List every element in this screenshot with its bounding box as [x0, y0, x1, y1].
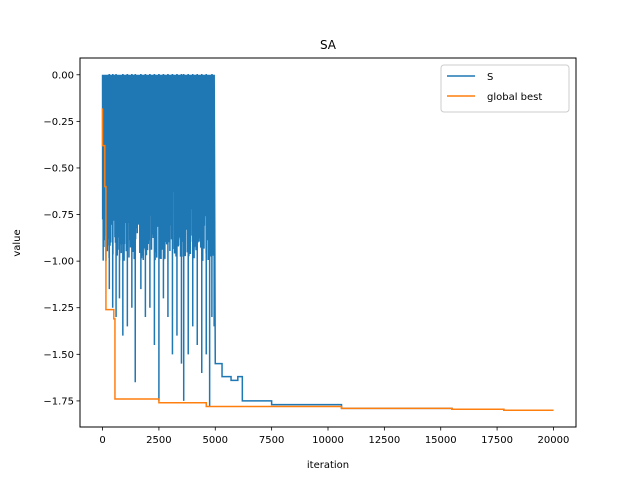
legend-box	[440, 64, 570, 113]
x-tick-label: 7500	[259, 435, 284, 446]
y-axis-label: value	[12, 229, 23, 256]
y-tick-label: 0.00	[52, 70, 74, 81]
legend-label: S	[487, 72, 493, 83]
x-tick-label: 5000	[203, 435, 228, 446]
x-tick-label: 12500	[368, 435, 400, 446]
y-tick-label: −1.00	[43, 257, 74, 268]
x-axis: 0 2500 5000 7500 10000 12500 15000 17500 20000	[99, 427, 569, 446]
x-tick-label: 15000	[425, 435, 457, 446]
y-tick-label: −0.25	[43, 117, 74, 128]
y-tick-label: −0.50	[43, 163, 74, 174]
x-axis-label: iteration	[307, 460, 349, 471]
y-tick-label: −1.75	[43, 396, 74, 407]
x-tick-label: 10000	[312, 435, 344, 446]
plot-area	[101, 74, 554, 411]
series-line-s	[101, 74, 554, 411]
x-tick-label: 0	[99, 435, 105, 446]
y-tick-label: −0.75	[43, 210, 74, 221]
x-tick-label: 20000	[538, 435, 570, 446]
y-tick-label: −1.25	[43, 303, 74, 314]
y-axis: 0.00 −0.25 −0.50 −0.75 −1.00 −1.25 −1.50 −1.75	[43, 70, 80, 407]
x-tick-label: 2500	[146, 435, 171, 446]
chart-title: SA	[320, 38, 337, 52]
x-tick-label: 17500	[481, 435, 513, 446]
y-tick-label: −1.50	[43, 350, 74, 361]
series-line-global-best	[101, 108, 554, 411]
legend-label: global best	[487, 92, 542, 103]
plot-frame	[79, 57, 577, 428]
